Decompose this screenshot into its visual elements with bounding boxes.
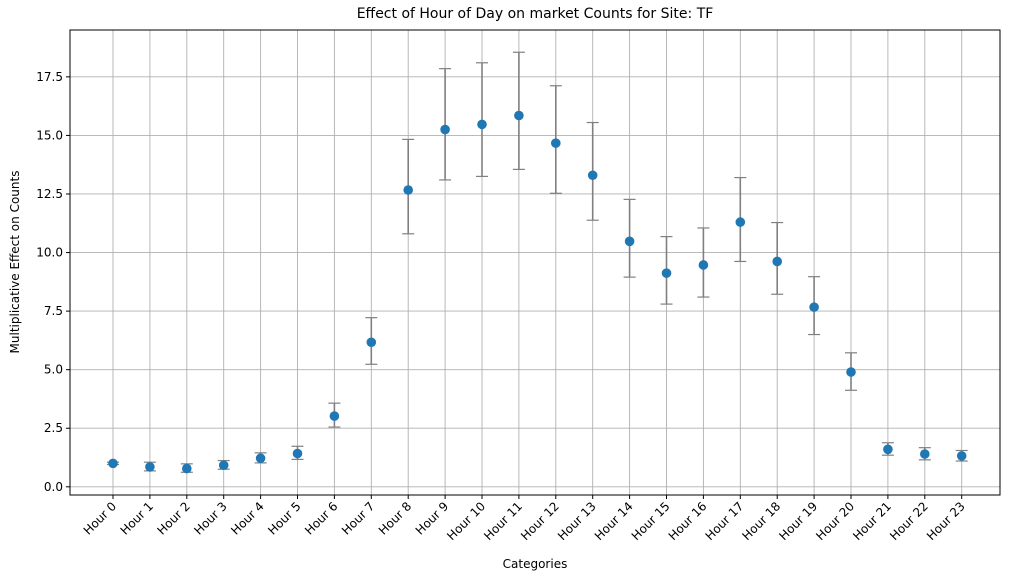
data-point [956, 451, 967, 461]
x-tick-label: Hour 7 [339, 499, 377, 537]
x-tick-label: Hour 12 [518, 499, 562, 543]
x-tick-label: Hour 20 [813, 499, 857, 543]
data-points [108, 110, 967, 474]
data-point [440, 124, 450, 135]
data-point [772, 256, 782, 267]
plot-frame [69, 29, 1001, 496]
x-tick-label: Hour 15 [629, 499, 673, 543]
x-tick-label: Hour 18 [739, 499, 783, 543]
data-point [551, 138, 561, 148]
data-point [883, 444, 893, 455]
data-point [403, 185, 414, 195]
y-tick-label: 10.0 [36, 246, 63, 260]
chart-title: Effect of Hour of Day on market Counts f… [357, 6, 714, 22]
y-tick-label: 5.0 [44, 363, 63, 377]
x-tick-label: Hour 22 [887, 499, 931, 543]
data-point [920, 449, 930, 459]
y-tick-label: 0.0 [44, 480, 63, 494]
data-point [108, 458, 118, 469]
error-bars [107, 51, 968, 473]
data-point [182, 463, 192, 474]
y-axis-ticks: 0.0 2.5 5.0 7.5 10.0 12.5 15.0 17.5 [36, 70, 70, 494]
y-tick-label: 12.5 [36, 187, 63, 201]
x-tick-label: Hour 8 [376, 499, 414, 537]
x-tick-label: Hour 4 [228, 499, 266, 537]
data-point [846, 367, 856, 377]
data-point [698, 260, 709, 270]
grid-lines [70, 30, 1000, 495]
y-tick-label: 17.5 [36, 70, 63, 84]
x-tick-label: Hour 5 [265, 499, 303, 537]
data-point [477, 119, 487, 130]
x-tick-label: Hour 1 [118, 499, 156, 537]
x-tick-label: Hour 16 [666, 499, 710, 543]
x-tick-label: Hour 17 [703, 499, 747, 543]
y-tick-label: 2.5 [44, 421, 63, 435]
data-point [329, 411, 340, 421]
y-tick-label: 7.5 [44, 304, 63, 318]
x-tick-label: Hour 23 [924, 499, 968, 543]
x-tick-label: Hour 2 [154, 499, 192, 537]
x-axis-label: Categories [503, 557, 568, 571]
data-point [735, 217, 746, 227]
data-point [624, 236, 635, 247]
data-point [218, 460, 229, 471]
x-tick-label: Hour 6 [302, 499, 340, 537]
data-point [587, 170, 598, 181]
data-point [255, 453, 266, 464]
data-point [292, 448, 303, 459]
x-tick-label: Hour 10 [444, 499, 488, 543]
x-tick-label: Hour 3 [191, 499, 229, 537]
data-point [514, 110, 524, 121]
y-axis-label: Multiplicative Effect on Counts [8, 171, 22, 354]
x-tick-label: Hour 21 [850, 499, 894, 543]
y-tick-label: 15.0 [36, 128, 63, 142]
x-tick-label: Hour 11 [481, 499, 525, 543]
data-point [366, 337, 377, 348]
data-point [809, 302, 819, 312]
x-tick-label: Hour 14 [592, 499, 636, 543]
x-tick-label: Hour 0 [81, 499, 119, 537]
data-point [661, 268, 672, 278]
x-tick-label: Hour 13 [555, 499, 599, 543]
data-point [145, 462, 155, 472]
x-tick-label: Hour 19 [776, 499, 820, 543]
